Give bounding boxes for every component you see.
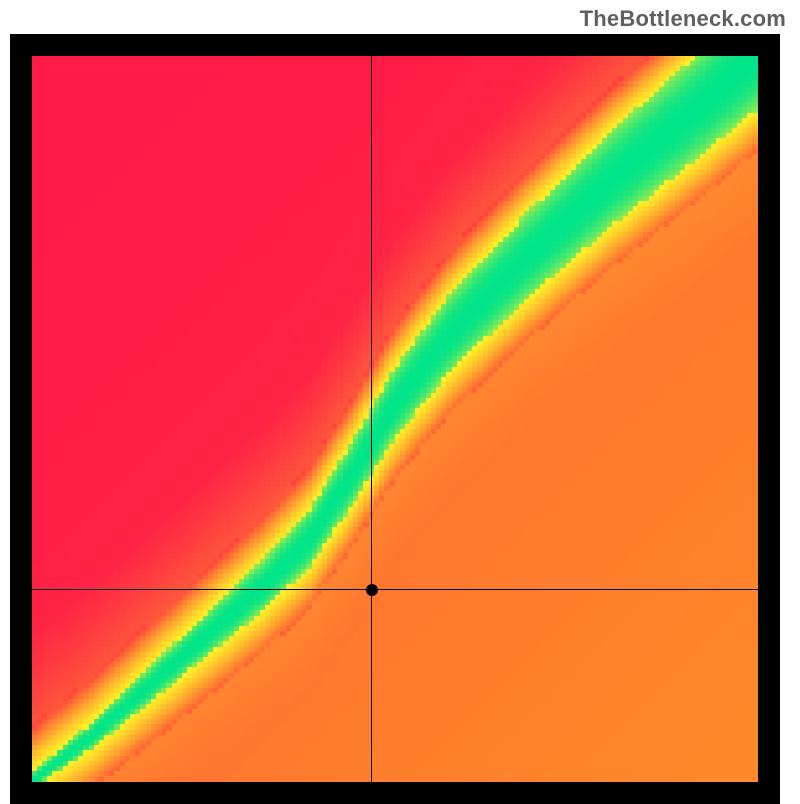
crosshair-horizontal — [32, 589, 758, 590]
crosshair-vertical — [371, 56, 372, 782]
attribution-text: TheBottleneck.com — [580, 6, 786, 32]
crosshair-dot — [366, 584, 378, 596]
plot-frame — [10, 34, 780, 804]
chart-container: TheBottleneck.com — [0, 0, 800, 800]
heatmap-canvas — [32, 56, 758, 782]
